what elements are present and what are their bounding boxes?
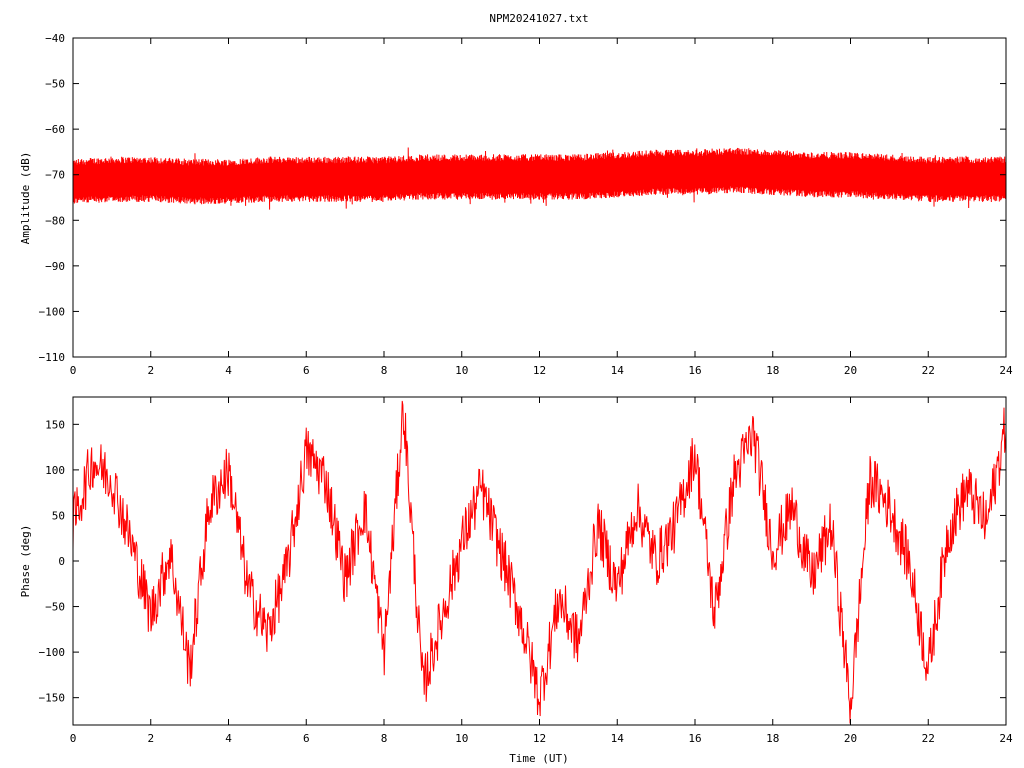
phase-panel: 0 2 4 6 8 10 12 14 16 18 20 22 24150100500−50−100−15… [19, 396, 1013, 765]
x-tick-label: 0 [70, 364, 77, 377]
x-tick-label: 18 [766, 732, 779, 745]
x-tick-label: 16 [688, 364, 701, 377]
x-tick-label: 22 [922, 364, 935, 377]
x-tick-label: 6 [303, 732, 310, 745]
x-tick-label: 8 [381, 364, 388, 377]
x-tick-label: 12 [533, 364, 546, 377]
phase-plot-frame [72, 396, 1007, 726]
x-tick-label: 16 [688, 732, 701, 745]
x-tick-label: 18 [766, 364, 779, 377]
x-tick-label: 14 [611, 364, 625, 377]
y-tick-label: −90 [45, 260, 65, 273]
amplitude-y-axis-title: Amplitude (dB) [19, 152, 32, 245]
y-tick-label: 100 [45, 464, 65, 477]
x-tick-label: 24 [999, 732, 1013, 745]
x-tick-label: 14 [611, 732, 625, 745]
x-tick-label: 4 [225, 364, 232, 377]
x-tick-label: 10 [455, 364, 468, 377]
y-tick-label: −50 [45, 78, 65, 91]
x-tick-label: 8 [381, 732, 388, 745]
x-tick-label: 24 [999, 364, 1013, 377]
y-tick-label: −100 [39, 646, 66, 659]
x-tick-label: 6 [303, 364, 310, 377]
y-tick-label: 50 [52, 509, 65, 522]
x-tick-label: 20 [844, 732, 857, 745]
y-tick-label: −80 [45, 214, 65, 227]
x-tick-label: 4 [225, 732, 232, 745]
y-tick-label: −50 [45, 601, 65, 614]
chart-title: NPM20241027.txt [489, 12, 588, 25]
amplitude-panel: 0 2 4 6 8 10 12 14 16 18 20 22 24−40−50−60−70−80−90−… [19, 32, 1013, 377]
y-tick-label: −100 [39, 305, 66, 318]
x-tick-label: 2 [147, 364, 154, 377]
y-tick-label: 0 [58, 555, 65, 568]
amplitude-axes: 0 2 4 6 8 10 12 14 16 18 20 22 24−40−50−60−70−80−90−… [39, 32, 1013, 377]
phase-axes: 0 2 4 6 8 10 12 14 16 18 20 22 24150100500−50−100−15… [39, 397, 1013, 745]
y-tick-label: −150 [39, 692, 66, 705]
phase-line [72, 400, 1007, 724]
x-tick-label: 2 [147, 732, 154, 745]
x-tick-label: 22 [922, 732, 935, 745]
x-tick-label: 12 [533, 732, 546, 745]
x-tick-label: 20 [844, 364, 857, 377]
amplitude-series [72, 147, 1007, 210]
x-tick-label: 0 [70, 732, 77, 745]
y-tick-label: −110 [39, 351, 66, 364]
y-tick-label: −40 [45, 32, 65, 45]
y-tick-label: −70 [45, 169, 65, 182]
x-tick-label: 10 [455, 732, 468, 745]
x-axis-title: Time (UT) [509, 752, 569, 765]
y-tick-label: −60 [45, 123, 65, 136]
phase-series [72, 400, 1007, 724]
phase-y-axis-title: Phase (deg) [19, 525, 32, 598]
y-tick-label: 150 [45, 418, 65, 431]
amplitude-line [72, 147, 1007, 210]
